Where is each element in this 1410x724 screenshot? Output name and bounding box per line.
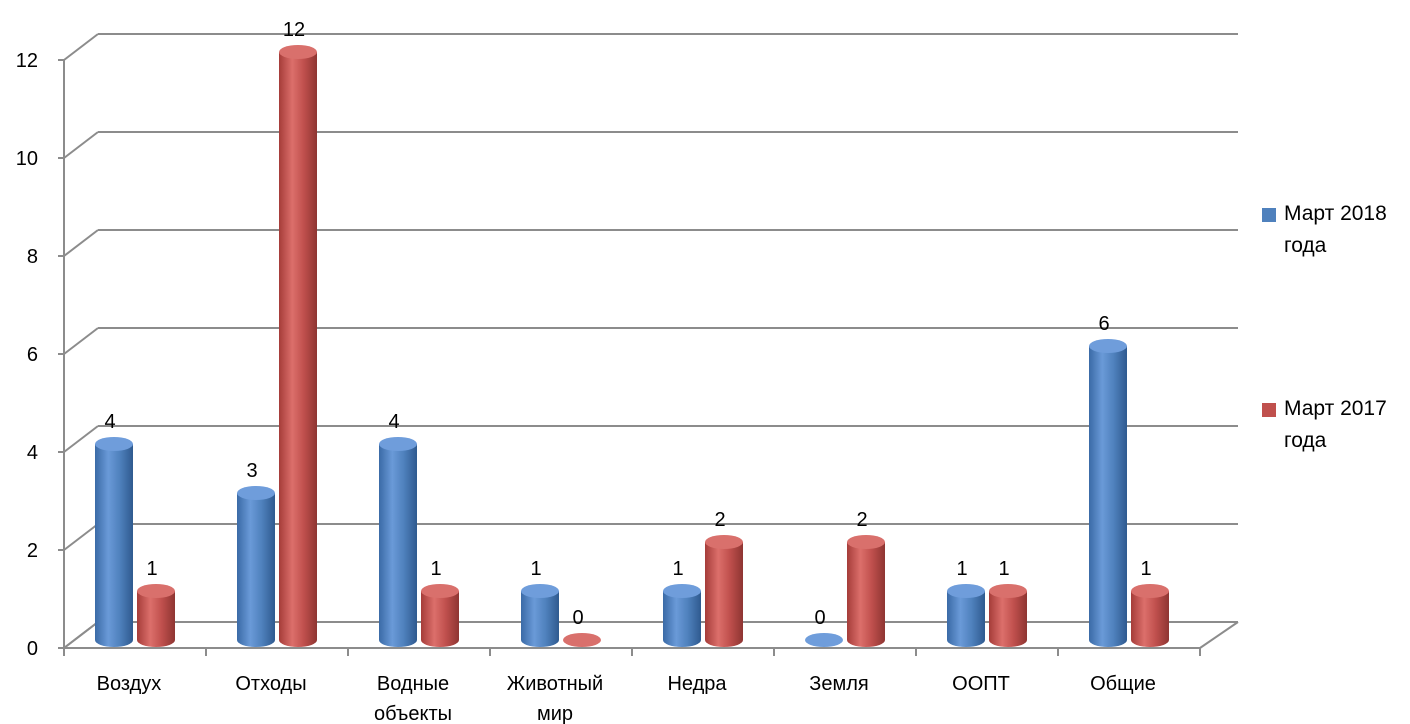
bar xyxy=(95,437,133,647)
legend-swatch xyxy=(1262,403,1276,417)
floor-edge xyxy=(1199,621,1239,649)
side-gridline xyxy=(63,131,99,159)
data-label: 1 xyxy=(146,558,157,580)
bar xyxy=(1131,584,1169,647)
side-gridline xyxy=(63,33,99,61)
bar xyxy=(521,584,559,647)
data-label: 3 xyxy=(246,460,257,482)
category-label: Земля xyxy=(809,673,868,695)
bar xyxy=(279,45,317,647)
data-label: 2 xyxy=(714,509,725,531)
data-label: 1 xyxy=(530,558,541,580)
y-tick-label: 0 xyxy=(27,638,38,660)
category-label: Недра xyxy=(667,673,727,695)
y-tick-label: 6 xyxy=(27,344,38,366)
side-gridline xyxy=(63,523,99,551)
side-gridline xyxy=(63,327,99,355)
bar xyxy=(379,437,417,647)
bar xyxy=(989,584,1027,647)
bar xyxy=(137,584,175,647)
bar xyxy=(663,584,701,647)
category-label: объекты xyxy=(374,703,452,724)
data-label: 1 xyxy=(1140,558,1151,580)
bar xyxy=(705,535,743,647)
data-label: 1 xyxy=(998,558,1009,580)
bar xyxy=(237,486,275,647)
bar xyxy=(1089,339,1127,647)
legend-label: Март 2017 года xyxy=(1284,397,1387,452)
bars xyxy=(95,45,1169,647)
data-label: 12 xyxy=(283,19,305,41)
side-gridline xyxy=(63,425,99,453)
floor-edge xyxy=(63,621,99,649)
data-label: 1 xyxy=(672,558,683,580)
y-tick-label: 4 xyxy=(27,442,38,464)
data-label: 4 xyxy=(388,411,399,433)
bar xyxy=(847,535,885,647)
category-label: Общие xyxy=(1090,673,1156,695)
legend-label: Март 2018 года xyxy=(1284,202,1387,257)
category-label: Животный xyxy=(507,673,603,695)
category-label: Отходы xyxy=(235,673,306,695)
data-label: 0 xyxy=(572,607,583,629)
data-label: 6 xyxy=(1098,313,1109,335)
y-tick-label: 10 xyxy=(16,148,38,170)
y-tick-label: 8 xyxy=(27,246,38,268)
category-label: мир xyxy=(537,703,573,724)
data-label: 1 xyxy=(956,558,967,580)
data-label: 2 xyxy=(856,509,867,531)
data-label: 0 xyxy=(814,607,825,629)
axes xyxy=(58,33,1239,656)
data-label: 1 xyxy=(430,558,441,580)
side-gridline xyxy=(63,229,99,257)
legend-swatch xyxy=(1262,208,1276,222)
y-tick-label: 12 xyxy=(16,50,38,72)
bar xyxy=(805,633,843,647)
bar xyxy=(947,584,985,647)
category-label: Воздух xyxy=(97,673,162,695)
category-label: Водные xyxy=(377,673,449,695)
category-label: ООПТ xyxy=(952,673,1010,695)
bar xyxy=(563,633,601,647)
y-tick-label: 2 xyxy=(27,540,38,562)
data-label: 4 xyxy=(104,411,115,433)
bar xyxy=(421,584,459,647)
